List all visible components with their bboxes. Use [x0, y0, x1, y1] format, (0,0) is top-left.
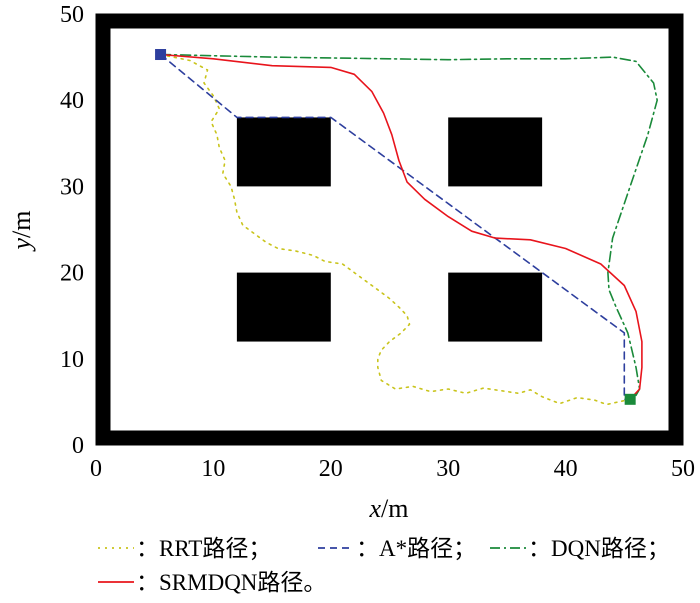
y-tick-label: 50	[60, 2, 84, 28]
legend-label-1: ：RRT路径；	[136, 536, 271, 561]
obstacle-1	[236, 117, 331, 187]
series-line-2	[159, 53, 631, 401]
y-tick-label: 0	[72, 433, 84, 459]
y-tick-label: 20	[60, 261, 84, 287]
goal-marker	[624, 393, 636, 405]
y-axis-ticks: 0 10 20 30 40 50	[60, 2, 102, 459]
series-line-3	[159, 53, 658, 401]
obstacle-3	[236, 272, 331, 342]
x-tick-label: 30	[436, 456, 460, 482]
obstacles-group	[236, 117, 543, 342]
series-line-4	[159, 53, 643, 401]
environment-border	[95, 13, 684, 446]
legend-label-4: ：SRMDQN路径。	[136, 570, 326, 595]
series-line-1	[159, 53, 631, 406]
series-group	[159, 53, 658, 406]
y-tick-label: 10	[60, 347, 84, 373]
y-axis-label: y/m	[7, 211, 36, 253]
obstacle-4	[448, 272, 543, 342]
start-marker	[155, 49, 167, 61]
legend: ：RRT路径； ：A*路径； ：DQN路径； ：SRMDQN路径。	[98, 536, 670, 595]
x-tick-label: 0	[90, 456, 102, 482]
y-tick-label: 30	[60, 174, 84, 200]
legend-label-2: ：A*路径；	[356, 536, 476, 561]
x-tick-label: 50	[671, 456, 695, 482]
y-tick-label: 40	[60, 88, 84, 114]
x-axis-ticks: 0 10 20 30 40 50	[90, 439, 695, 482]
x-tick-label: 10	[201, 456, 225, 482]
markers-group	[155, 49, 636, 405]
obstacle-2	[448, 117, 543, 187]
legend-label-3: ：DQN路径；	[528, 536, 670, 561]
x-tick-label: 40	[554, 456, 578, 482]
plot-frame	[95, 13, 684, 446]
x-axis-label: x/m	[369, 494, 409, 523]
x-tick-label: 20	[319, 456, 343, 482]
